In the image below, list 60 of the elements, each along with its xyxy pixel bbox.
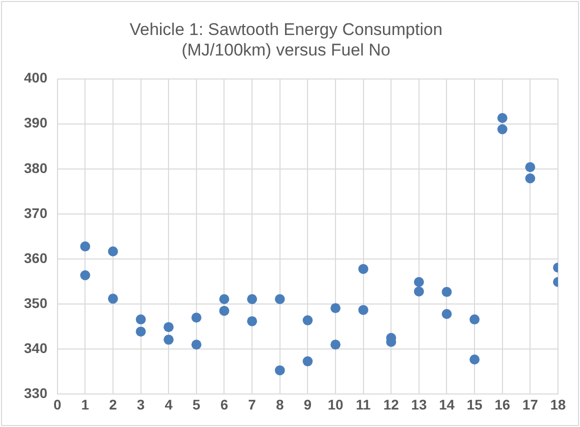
chart-title: Vehicle 1: Sawtooth Energy Consumption (MJ/100km) versus Fuel No <box>130 20 442 60</box>
point <box>247 316 258 326</box>
x-tick-label: 5 <box>192 396 201 412</box>
x-tick-label: 14 <box>438 396 455 412</box>
point <box>136 326 146 337</box>
point <box>219 306 230 316</box>
point <box>330 340 340 350</box>
point <box>470 314 480 324</box>
point <box>358 264 368 274</box>
x-tick-label: 16 <box>494 396 510 412</box>
y-tick-label: 370 <box>24 204 48 221</box>
point <box>191 340 202 350</box>
x-tick-label: 18 <box>550 396 566 412</box>
x-tick-label: 10 <box>328 396 344 412</box>
point <box>497 113 508 123</box>
y-tick-label: 390 <box>24 114 48 131</box>
point <box>414 277 424 288</box>
point <box>191 312 202 323</box>
x-tick-label: 13 <box>411 396 427 412</box>
point <box>330 303 340 314</box>
x-tick-label: 11 <box>356 396 371 412</box>
point <box>302 315 313 326</box>
x-tick-label: 1 <box>81 396 90 412</box>
point <box>302 356 313 366</box>
x-tick-label: 3 <box>136 396 145 412</box>
x-tick-label: 15 <box>466 396 483 412</box>
y-tick-label: 360 <box>24 250 48 266</box>
y-tick-label: 400 <box>24 70 48 86</box>
point <box>80 241 90 252</box>
x-tick-label: 6 <box>220 396 228 412</box>
x-tick-label: 0 <box>53 396 62 412</box>
y-tick-label: 330 <box>24 385 48 402</box>
point <box>442 309 452 319</box>
point <box>470 354 480 365</box>
x-tick-label: 12 <box>383 396 400 412</box>
x-tick-label: 17 <box>522 396 538 412</box>
point <box>274 294 285 304</box>
point <box>358 304 368 315</box>
point <box>442 286 452 297</box>
point <box>219 294 230 304</box>
point <box>136 314 146 324</box>
x-tick-label: 8 <box>276 396 284 412</box>
point <box>525 162 536 172</box>
point <box>274 365 285 376</box>
y-tick-label: 350 <box>24 294 48 311</box>
y-tick-label: 380 <box>24 160 48 176</box>
point <box>247 294 258 304</box>
point <box>108 294 118 304</box>
point <box>414 286 424 296</box>
x-tick-label: 2 <box>109 396 118 412</box>
point <box>497 124 508 134</box>
point <box>164 334 174 345</box>
y-tick-label: 340 <box>24 340 48 356</box>
point <box>108 246 118 256</box>
point <box>80 270 90 280</box>
point <box>525 173 536 184</box>
point <box>164 322 174 332</box>
x-tick-label: 7 <box>248 396 256 412</box>
x-tick-label: 9 <box>304 396 312 412</box>
x-tick-label: 4 <box>164 396 173 412</box>
